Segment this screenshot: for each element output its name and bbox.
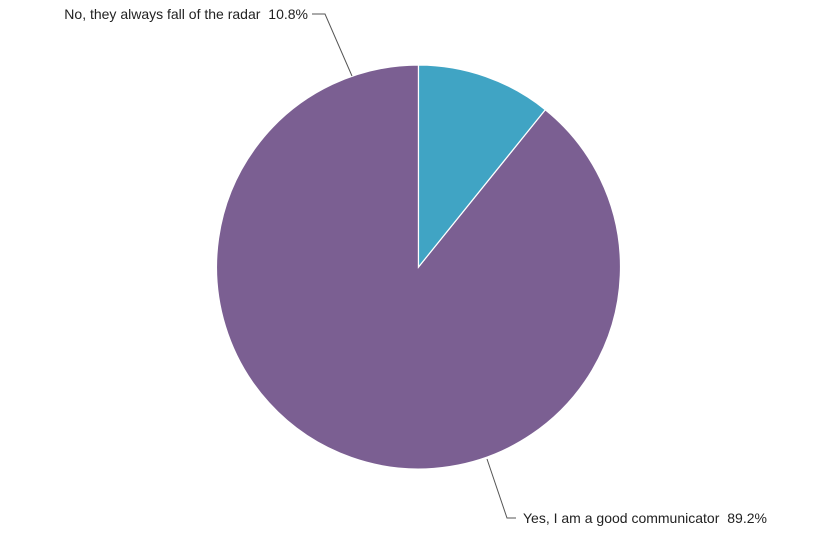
slice-label: Yes, I am a good communicator 89.2% (523, 510, 767, 526)
pie-labels: No, they always fall of the radar 10.8% … (64, 6, 767, 526)
slice-leader-line (312, 13, 353, 77)
slice-label-name: Yes, I am a good communicator (523, 510, 720, 526)
slice-label: No, they always fall of the radar 10.8% (64, 6, 308, 22)
slice-label-name: No, they always fall of the radar (64, 6, 260, 22)
slice-leader-line (486, 458, 516, 519)
slice-label-value: 10.8% (268, 6, 308, 22)
slice-label-value: 89.2% (727, 510, 767, 526)
pie-slices (215, 64, 622, 470)
pie-slice (417, 64, 547, 269)
